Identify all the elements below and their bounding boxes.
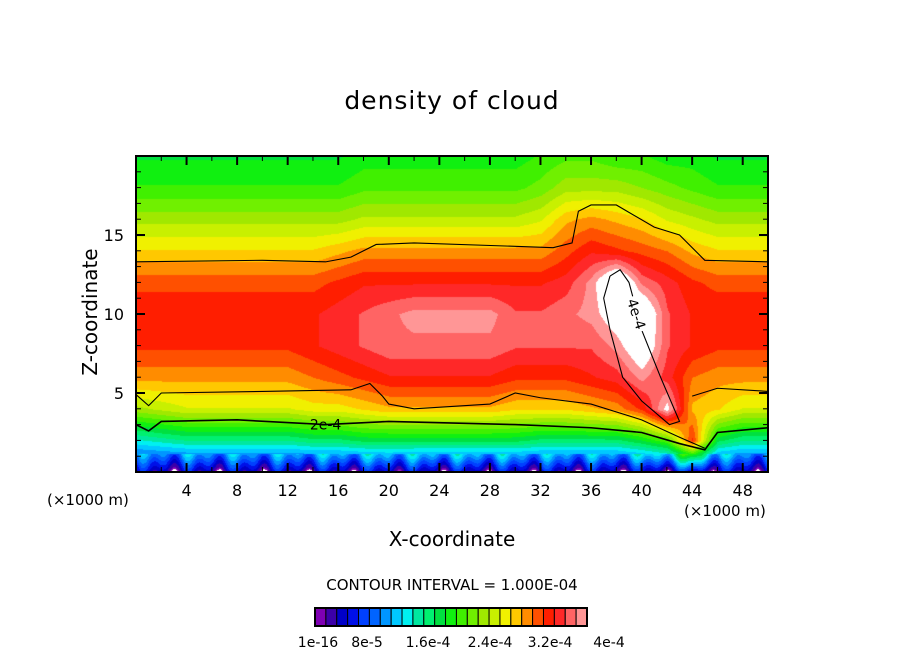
colorbar-swatch xyxy=(434,607,447,627)
contour-line xyxy=(135,382,706,449)
x-tick-label: 44 xyxy=(682,481,702,500)
x-tick-label: 20 xyxy=(379,481,399,500)
colorbar-swatch xyxy=(553,607,566,627)
colorbar-swatch xyxy=(423,607,436,627)
colorbar-swatch xyxy=(445,607,457,627)
x-tick-label: 32 xyxy=(530,481,550,500)
colorbar-label: 2.4e-4 xyxy=(468,635,513,651)
y-tick-label: 5 xyxy=(114,384,124,403)
colorbar-swatch xyxy=(314,607,327,627)
colorbar-label: 8e-5 xyxy=(351,635,382,651)
x-tick-label: 8 xyxy=(232,481,242,500)
colorbar-swatch xyxy=(466,607,479,627)
colorbar-swatch xyxy=(455,607,468,627)
colorbar-label: 4e-4 xyxy=(593,635,625,651)
y-tick-label: 15 xyxy=(104,226,124,245)
x-tick-label: 40 xyxy=(631,481,651,500)
colorbar-swatch xyxy=(575,607,588,627)
x-unit-right: (×1000 m) xyxy=(684,502,766,520)
contour-line xyxy=(691,387,769,397)
x-tick-label: 24 xyxy=(429,481,449,500)
colorbar-swatch xyxy=(347,607,360,627)
contour-label: 2e-4 xyxy=(310,418,342,434)
colorbar-swatch xyxy=(412,607,425,627)
x-unit-left: (×1000 m) xyxy=(47,491,129,509)
contour-line xyxy=(135,419,769,451)
contour-line xyxy=(135,204,769,263)
colorbar-label: 1.6e-4 xyxy=(406,635,451,651)
x-axis-label: X-coordinate xyxy=(388,527,516,551)
colorbar-swatch xyxy=(499,607,512,627)
colorbar-label: 3.2e-4 xyxy=(528,635,573,651)
colorbar-swatch xyxy=(336,607,349,627)
colorbar-swatch xyxy=(564,607,577,627)
colorbar-swatch xyxy=(325,607,338,627)
x-tick-label: 28 xyxy=(480,481,500,500)
colorbar-swatch xyxy=(477,607,490,627)
colorbar-swatch xyxy=(488,607,501,627)
colorbar-swatch xyxy=(401,607,414,627)
colorbar-swatch xyxy=(521,607,534,627)
contour-interval: CONTOUR INTERVAL = 1.000E-04 xyxy=(326,576,578,594)
colorbar-swatch xyxy=(532,607,544,627)
colorbar-frame xyxy=(314,607,588,627)
colorbar-swatch xyxy=(390,607,403,627)
plot-frame xyxy=(135,155,769,473)
x-tick-label: 12 xyxy=(278,481,298,500)
colorbar-swatch xyxy=(510,607,523,627)
colorbar-swatch xyxy=(368,607,381,627)
chart-title: density of cloud xyxy=(344,86,560,115)
colorbar-swatch xyxy=(379,607,392,627)
colorbar-label: 1e-16 xyxy=(298,635,338,651)
contour-label: 4e-4 xyxy=(623,297,648,332)
contour-line xyxy=(603,269,681,426)
x-tick-label: 48 xyxy=(733,481,753,500)
x-tick-label: 4 xyxy=(181,481,191,500)
x-tick-label: 36 xyxy=(581,481,601,500)
y-axis-label: Z-coordinate xyxy=(78,248,102,376)
colorbar-swatch xyxy=(358,607,370,627)
y-tick-label: 10 xyxy=(104,305,124,324)
colorbar-swatch xyxy=(542,607,555,627)
contour-label-bg xyxy=(624,294,650,334)
x-tick-label: 16 xyxy=(328,481,348,500)
